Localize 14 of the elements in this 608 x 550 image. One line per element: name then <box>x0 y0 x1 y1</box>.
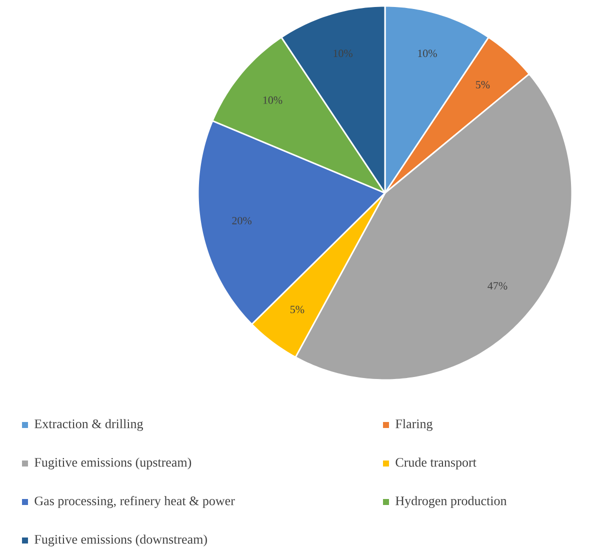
data-label: 10% <box>418 50 437 58</box>
legend-label: Extraction & drilling <box>34 419 144 431</box>
legend-label: Flaring <box>396 419 433 431</box>
data-label: 10% <box>334 50 352 58</box>
data-label: 5% <box>476 80 490 88</box>
legend-label: Crude transport <box>396 458 476 470</box>
data-label: 47% <box>488 282 508 290</box>
legend-label: Fugitive emissions (downstream) <box>34 534 207 546</box>
data-label: 5% <box>290 306 304 314</box>
data-label: 20% <box>232 216 252 224</box>
legend-label: Hydrogen production <box>396 496 507 508</box>
legend-label: Gas processing, refinery heat & power <box>34 496 235 508</box>
legend-label: Fugitive emissions (upstream) <box>34 458 192 470</box>
data-label: 10% <box>263 96 282 104</box>
